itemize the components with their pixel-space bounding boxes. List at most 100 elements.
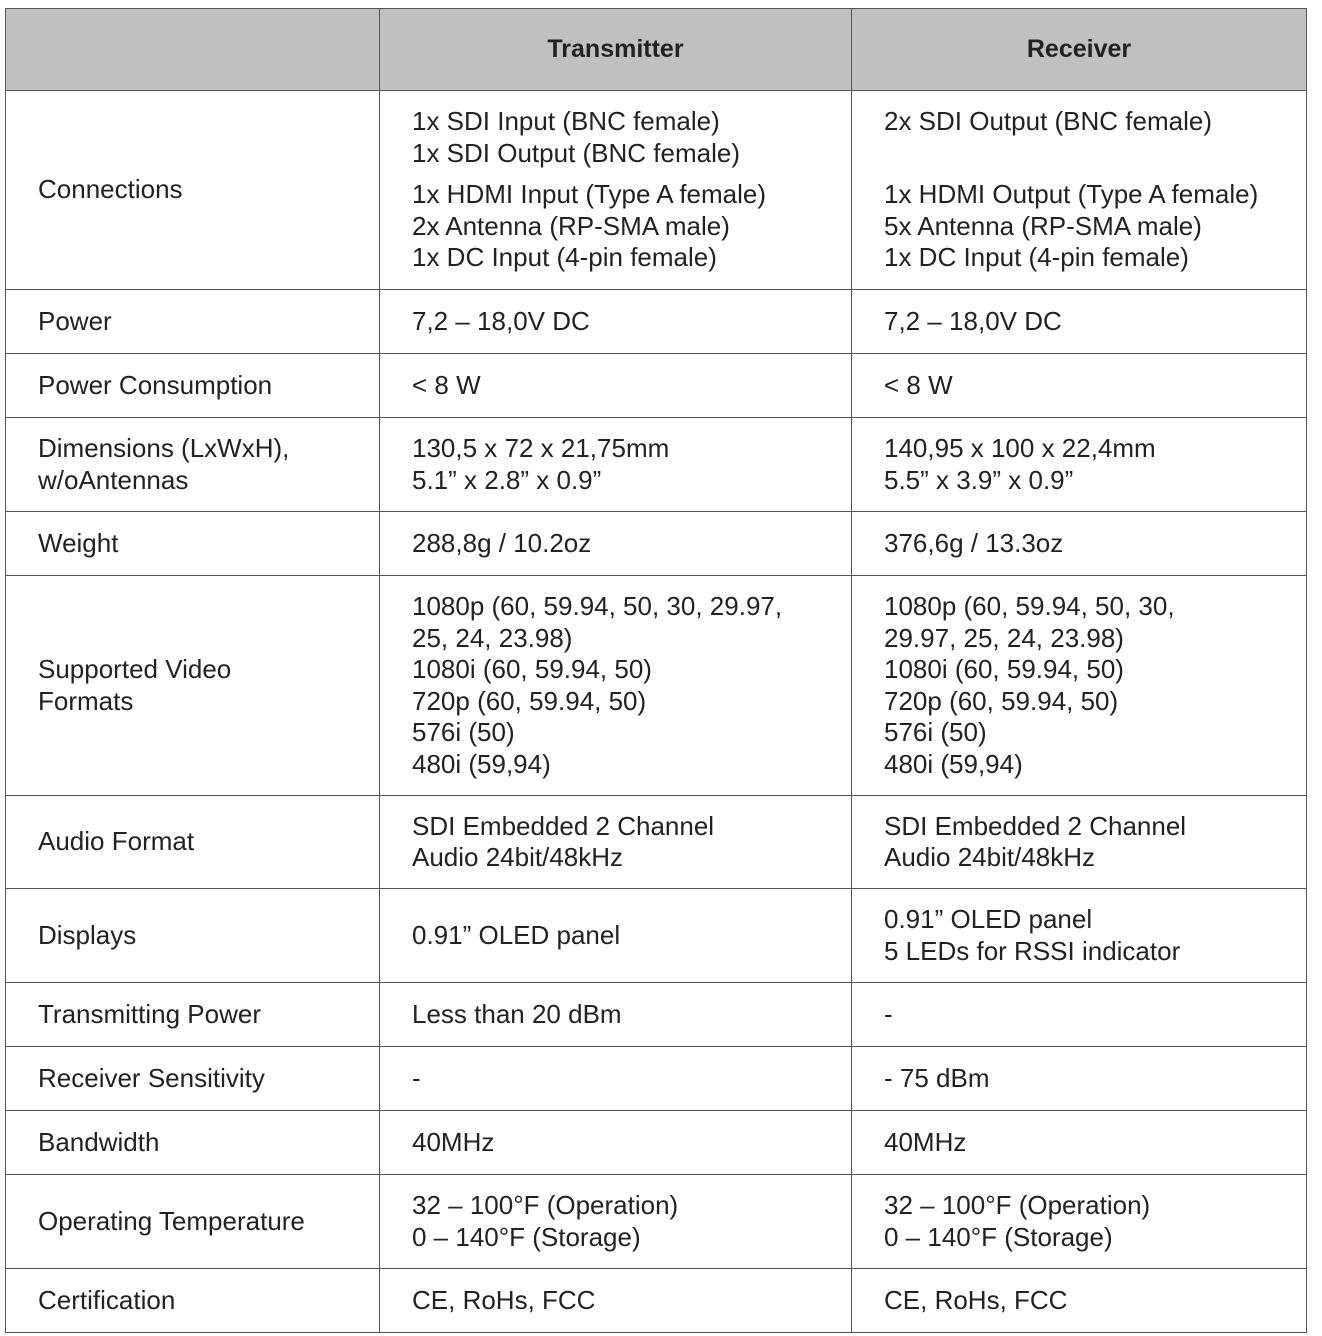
header-row: Transmitter Receiver: [5, 8, 1307, 91]
value-line: 140,95 x 100 x 22,4mm: [884, 433, 1156, 463]
table-row: Certification CE, RoHs, FCC CE, RoHs, FCC: [5, 1268, 1307, 1333]
label-line: Weight: [38, 527, 119, 558]
row-label: Displays: [5, 888, 380, 983]
value-line: SDI Embedded 2 Channel: [412, 810, 715, 841]
value-group: 40MHz: [412, 1127, 851, 1159]
value-line: 1x HDMI Input (Type A female): [412, 179, 767, 210]
value-group: 1080p (60, 59.94, 50, 30, 29.97, 25, 24, …: [884, 591, 1306, 780]
row-label: Power: [5, 289, 380, 354]
value-line: 576i (50): [412, 717, 515, 747]
value-group: 32 – 100°F (Operation) 0 – 140°F (Storage…: [412, 1190, 851, 1253]
value-line: 1080p (60, 59.94, 50, 30,: [884, 591, 1175, 621]
value-group: 7,2 – 18,0V DC: [884, 306, 1306, 338]
value-line: 288,8g / 10.2oz: [412, 527, 592, 558]
receiver-cell: 40MHz: [851, 1110, 1307, 1175]
label-line: Receiver Sensitivity: [38, 1062, 265, 1093]
value-line: 1080i (60, 59.94, 50): [412, 654, 652, 684]
label-line: Connections: [38, 174, 183, 205]
value-group: 140,95 x 100 x 22,4mm 5.5” x 3.9” x 0.9”: [884, 433, 1306, 496]
transmitter-cell: Less than 20 dBm: [379, 982, 852, 1047]
label-line: Displays: [38, 919, 137, 950]
value-group: SDI Embedded 2 Channel Audio 24bit/48kHz: [884, 811, 1306, 874]
value-group: CE, RoHs, FCC: [412, 1285, 851, 1317]
value-line: 1x HDMI Output (Type A female): [884, 179, 1259, 210]
value-line: 1x SDI Output (BNC female): [412, 137, 740, 168]
row-label: Supported Video Formats: [5, 575, 380, 796]
value-group: 130,5 x 72 x 21,75mm 5.1” x 2.8” x 0.9”: [412, 433, 851, 496]
value-line: -: [412, 1062, 421, 1093]
value-line: CE, RoHs, FCC: [412, 1284, 596, 1315]
value-line: 2x SDI Output (BNC female): [884, 106, 1212, 137]
value-line: -: [884, 998, 893, 1029]
value-line: 5.1” x 2.8” x 0.9”: [412, 464, 602, 495]
value-line: 0 – 140°F (Storage): [412, 1221, 641, 1252]
row-label: Dimensions (LxWxH), w/oAntennas: [5, 417, 380, 512]
value-group: 0.91” OLED panel: [412, 920, 851, 952]
receiver-cell: -: [851, 982, 1307, 1047]
receiver-cell: 1080p (60, 59.94, 50, 30, 29.97, 25, 24, …: [851, 575, 1307, 796]
value-line: SDI Embedded 2 Channel: [884, 810, 1187, 841]
header-receiver: Receiver: [851, 8, 1307, 91]
value-line: < 8 W: [884, 369, 953, 400]
row-label: Bandwidth: [5, 1110, 380, 1175]
value-group: SDI Embedded 2 Channel Audio 24bit/48kHz: [412, 811, 851, 874]
value-group: 1x HDMI Output (Type A female) 5x Antenna…: [884, 179, 1306, 274]
transmitter-cell: SDI Embedded 2 Channel Audio 24bit/48kHz: [379, 795, 852, 889]
value-line: < 8 W: [412, 369, 481, 400]
transmitter-cell: 288,8g / 10.2oz: [379, 511, 852, 576]
table-row: Power Consumption < 8 W < 8 W: [5, 353, 1307, 418]
row-label: Operating Temperature: [5, 1174, 380, 1269]
label-line: Operating Temperature: [38, 1205, 305, 1236]
label-line: Audio Format: [38, 826, 195, 857]
transmitter-cell: -: [379, 1046, 852, 1111]
value-group: 2x SDI Output (BNC female): [884, 106, 1306, 169]
value-group: < 8 W: [412, 370, 851, 402]
value-line: 480i (59,94): [412, 748, 551, 779]
transmitter-cell: 0.91” OLED panel: [379, 888, 852, 983]
table-row: Displays 0.91” OLED panel 0.91” OLED panel…: [5, 888, 1307, 983]
transmitter-cell: 130,5 x 72 x 21,75mm 5.1” x 2.8” x 0.9”: [379, 417, 852, 512]
value-line: 32 – 100°F (Operation): [412, 1190, 679, 1220]
label-line: Transmitting Power: [38, 998, 261, 1029]
transmitter-cell: 1x SDI Input (BNC female) 1x SDI Output (…: [379, 90, 852, 290]
value-line: Less than 20 dBm: [412, 998, 622, 1029]
value-line: 25, 24, 23.98): [412, 622, 573, 653]
row-label: Audio Format: [5, 795, 380, 889]
value-line: 1x DC Input (4-pin female): [884, 242, 1189, 273]
header-transmitter: Transmitter: [379, 8, 852, 91]
value-line: Audio 24bit/48kHz: [884, 842, 1096, 872]
value-line: 720p (60, 59.94, 50): [884, 685, 1119, 716]
row-label: Receiver Sensitivity: [5, 1046, 380, 1111]
value-line: 130,5 x 72 x 21,75mm: [412, 433, 670, 463]
value-group: 40MHz: [884, 1127, 1306, 1159]
value-line: [884, 138, 1306, 170]
label-line: Power: [38, 305, 112, 336]
value-group: < 8 W: [884, 370, 1306, 402]
value-line: 7,2 – 18,0V DC: [884, 305, 1062, 336]
value-line: - 75 dBm: [884, 1062, 990, 1093]
receiver-cell: 32 – 100°F (Operation) 0 – 140°F (Storage…: [851, 1174, 1307, 1269]
value-group: -: [412, 1063, 851, 1095]
value-group: 1x SDI Input (BNC female) 1x SDI Output (…: [412, 106, 851, 169]
value-line: 376,6g / 13.3oz: [884, 527, 1064, 558]
header-blank: [5, 8, 380, 91]
value-group: 0.91” OLED panel 5 LEDs for RSSI indicato…: [884, 904, 1306, 967]
table-row: Receiver Sensitivity - - 75 dBm: [5, 1046, 1307, 1111]
value-line: 2x Antenna (RP-SMA male): [412, 210, 730, 241]
transmitter-cell: < 8 W: [379, 353, 852, 418]
value-line: 32 – 100°F (Operation): [884, 1190, 1151, 1220]
value-line: 0.91” OLED panel: [412, 919, 621, 950]
value-line: 5.5” x 3.9” x 0.9”: [884, 464, 1074, 495]
receiver-cell: 2x SDI Output (BNC female) 1x HDMI Output…: [851, 90, 1307, 290]
value-line: 1080p (60, 59.94, 50, 30, 29.97,: [412, 591, 783, 621]
value-line: 0.91” OLED panel: [884, 904, 1093, 934]
value-line: CE, RoHs, FCC: [884, 1284, 1068, 1315]
label-line: Supported Video: [38, 654, 232, 684]
table-row: Weight 288,8g / 10.2oz 376,6g / 13.3oz: [5, 511, 1307, 576]
value-line: 480i (59,94): [884, 748, 1023, 779]
label-line: Certification: [38, 1284, 176, 1315]
value-line: 5x Antenna (RP-SMA male): [884, 210, 1202, 241]
value-line: 1080i (60, 59.94, 50): [884, 654, 1124, 684]
value-group: - 75 dBm: [884, 1063, 1306, 1095]
value-group: CE, RoHs, FCC: [884, 1285, 1306, 1317]
